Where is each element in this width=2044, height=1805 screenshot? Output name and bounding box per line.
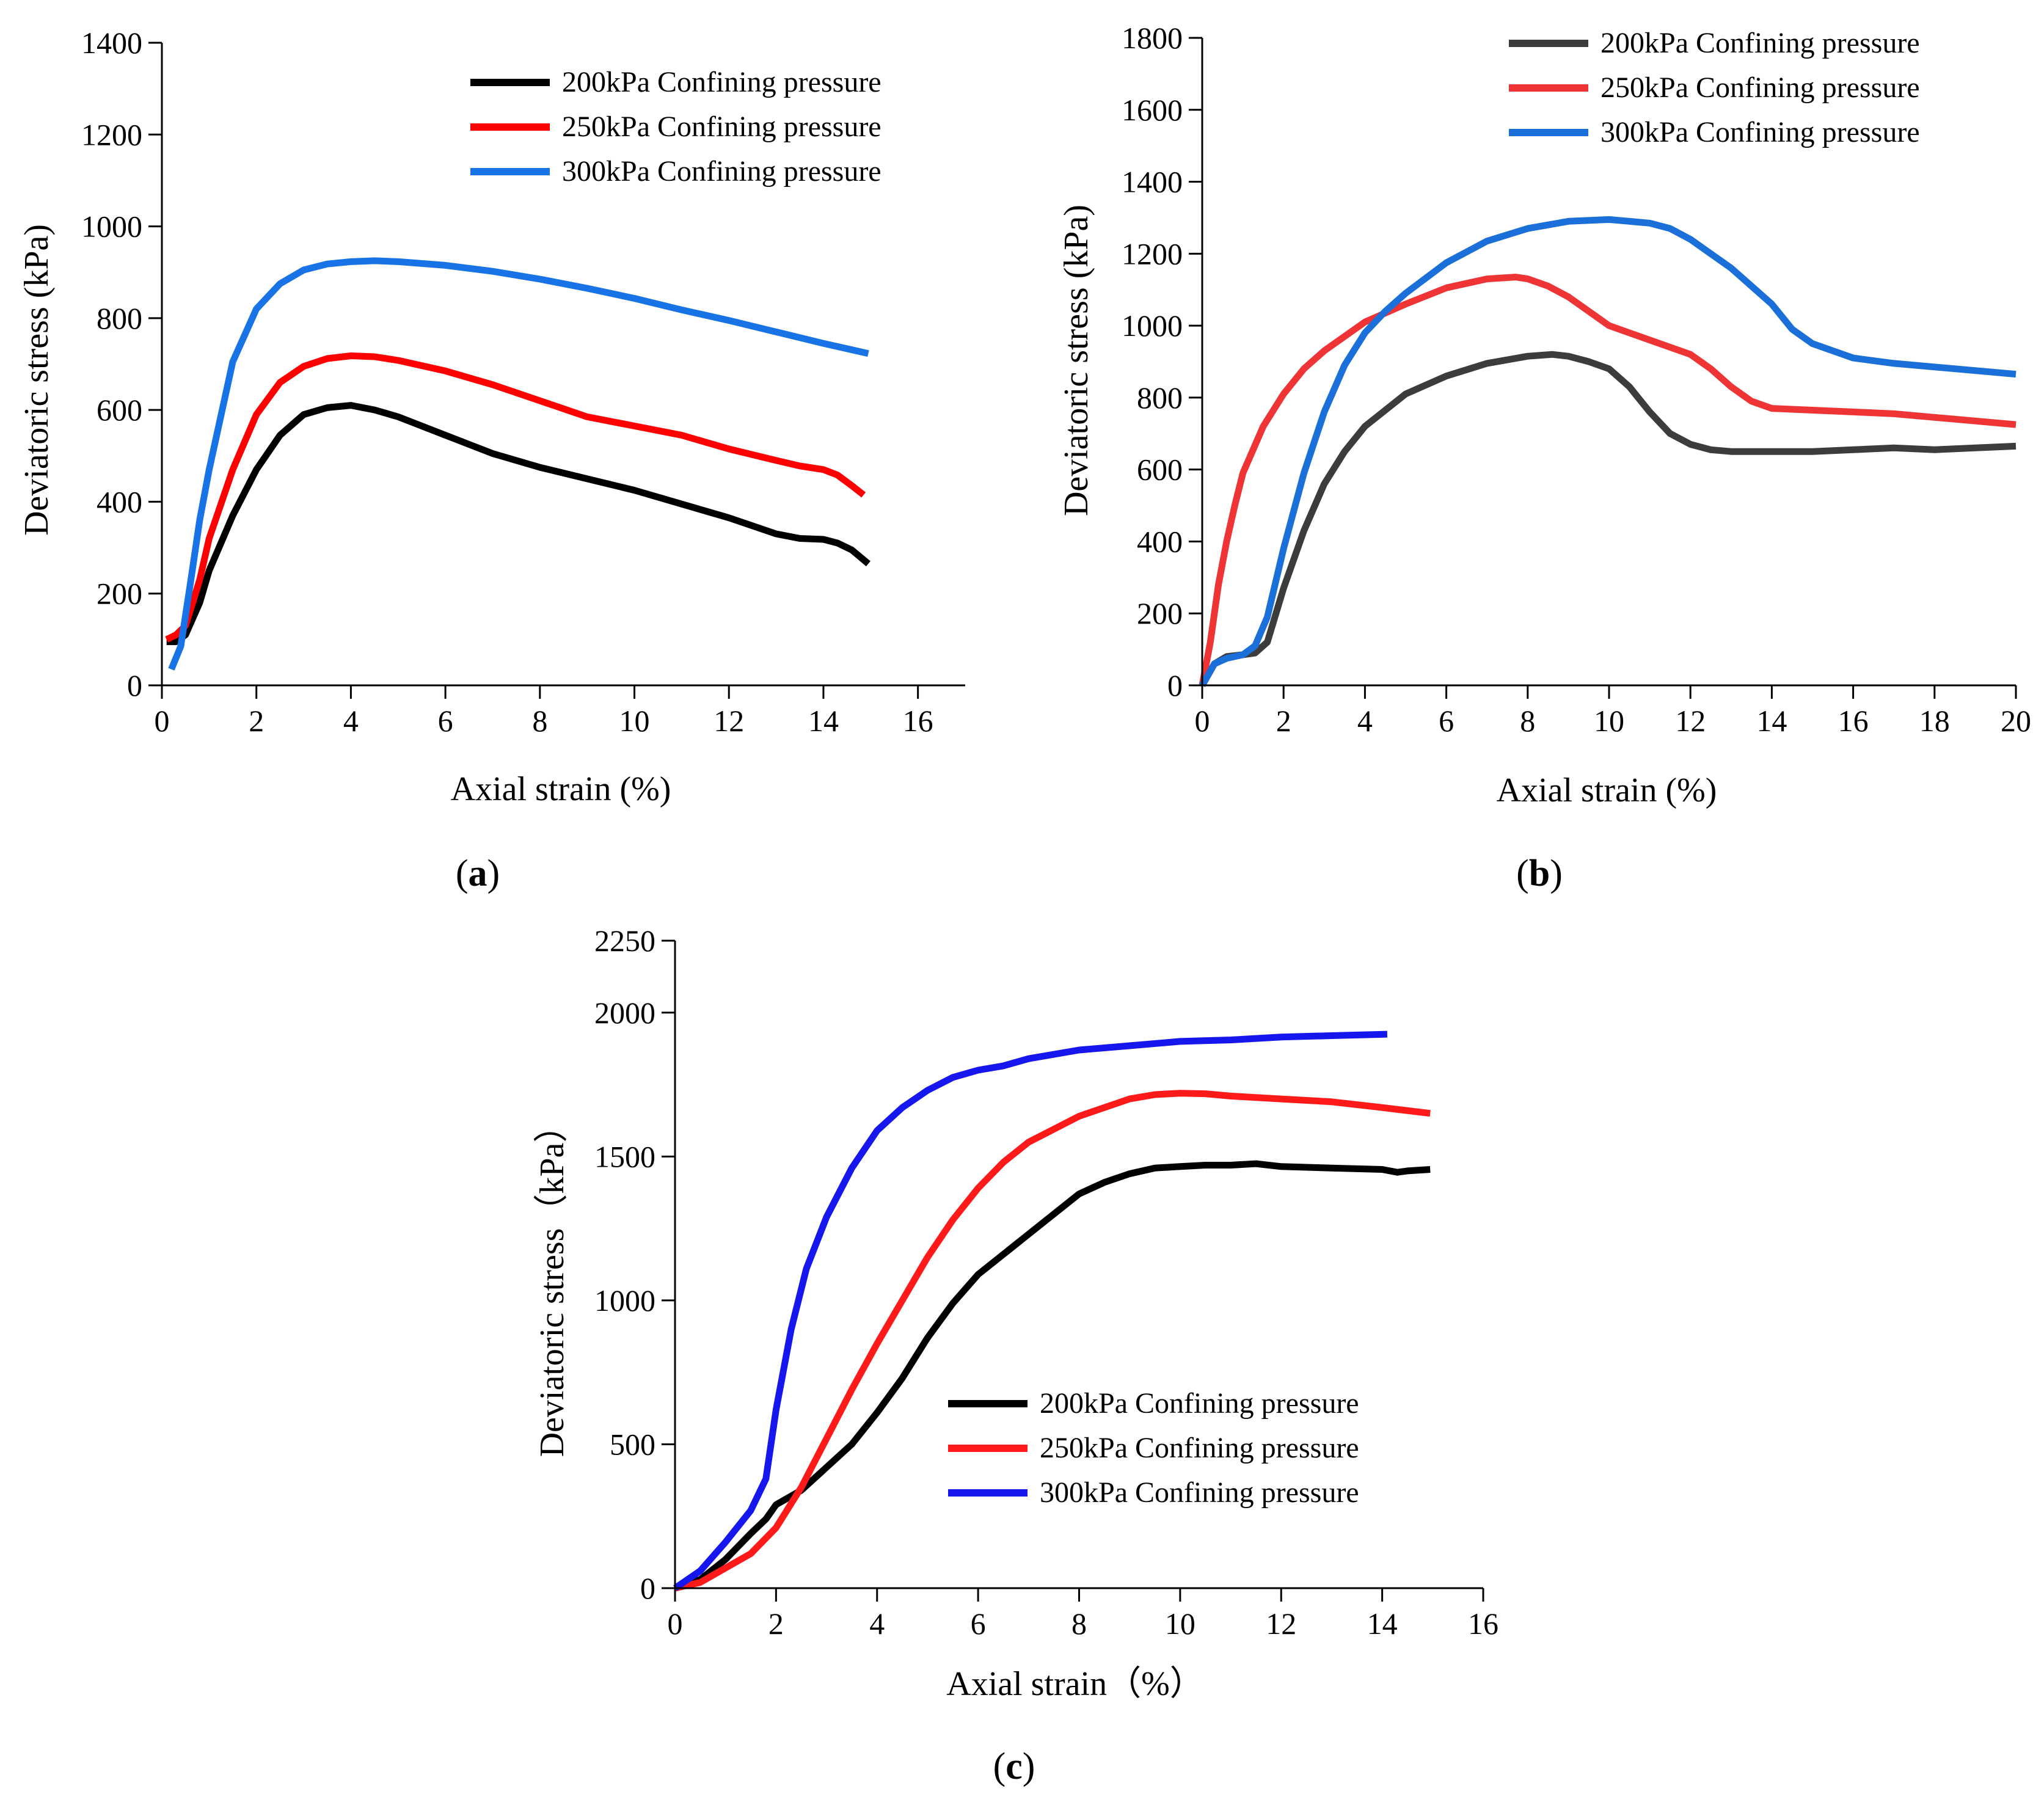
series-line-c-1 (674, 1160, 1431, 1592)
x-tick-label-a-12: 12 (714, 704, 744, 738)
x-tick-label-c-0: 0 (668, 1606, 683, 1641)
y-tick-label-c-1500: 1500 (594, 1139, 655, 1173)
series-line-a-3 (168, 257, 869, 671)
x-tick-label-a-4: 4 (343, 704, 359, 738)
x-tick-label-c-10: 10 (1165, 1606, 1195, 1641)
x-tick-label-b-16: 16 (1838, 704, 1869, 738)
y-tick-label-c-1000: 1000 (594, 1283, 655, 1318)
x-tick-label-a-16: 16 (903, 704, 933, 738)
x-tick-label-c-6: 6 (971, 1606, 986, 1641)
x-tick-label-a-6: 6 (438, 704, 453, 738)
series-line-b-1 (1199, 351, 2017, 687)
x-tick-label-b-12: 12 (1675, 704, 1706, 738)
y-tick-label-a-1000: 1000 (81, 210, 142, 244)
x-axis-title-c: Axial strain（%） (946, 1665, 1203, 1703)
y-tick-label-a-800: 800 (97, 301, 142, 335)
y-tick-label-b-0: 0 (1167, 668, 1183, 702)
x-tick-label-a-14: 14 (808, 704, 839, 738)
x-tick-label-b-8: 8 (1520, 704, 1535, 738)
y-tick-label-b-600: 600 (1137, 453, 1183, 487)
legend-c: 200kPa Confining pressure 250kPa Confinin… (948, 1387, 1359, 1509)
panel-label-b: (b) (1516, 853, 1563, 894)
x-tick-label-b-0: 0 (1195, 704, 1210, 738)
x-axis-title-a: Axial strain (%) (451, 770, 671, 808)
legend-b: 200kPa Confining pressure 250kPa Confinin… (1509, 27, 1920, 148)
chart-panel-a: 0 2 4 6 8 10 12 14 16 0 200 400 600 800 1000 1200 1400 A… (18, 26, 965, 894)
x-tick-label-c-16: 16 (1468, 1606, 1498, 1641)
x-tick-label-b-20: 20 (2001, 704, 2031, 738)
x-tick-label-c-14: 14 (1367, 1606, 1398, 1641)
x-tick-label-c-4: 4 (869, 1606, 885, 1641)
x-tick-label-b-14: 14 (1756, 704, 1787, 738)
y-tick-label-a-600: 600 (97, 393, 142, 427)
x-tick-label-a-0: 0 (155, 704, 170, 738)
panel-label-a: (a) (456, 853, 500, 894)
y-tick-label-b-800: 800 (1137, 381, 1183, 415)
y-tick-label-a-1400: 1400 (81, 26, 142, 60)
x-tick-label-b-6: 6 (1439, 704, 1454, 738)
y-tick-label-a-400: 400 (97, 484, 142, 519)
y-tick-label-a-200: 200 (97, 577, 142, 611)
y-tick-label-b-1600: 1600 (1122, 93, 1183, 127)
y-tick-label-b-1000: 1000 (1122, 308, 1183, 343)
legend-label-c-2: 250kPa Confining pressure (1040, 1432, 1359, 1464)
x-tick-label-c-8: 8 (1071, 1606, 1087, 1641)
series-line-a-1 (166, 402, 871, 646)
legend-label-a-2: 250kPa Confining pressure (562, 111, 881, 143)
panel-label-c: (c) (993, 1746, 1035, 1787)
x-tick-label-a-2: 2 (249, 704, 264, 738)
y-tick-label-c-500: 500 (610, 1427, 655, 1461)
x-axis-title-b: Axial strain (%) (1497, 771, 1717, 809)
legend-label-c-1: 200kPa Confining pressure (1040, 1387, 1359, 1420)
y-tick-label-b-1800: 1800 (1122, 21, 1183, 55)
series-line-b-2 (1199, 274, 2017, 687)
y-tick-label-c-2000: 2000 (594, 996, 655, 1030)
x-tick-label-c-12: 12 (1266, 1606, 1296, 1641)
legend-a: 200kPa Confining pressure 250kPa Confinin… (470, 66, 881, 188)
y-tick-label-b-200: 200 (1137, 596, 1183, 630)
legend-label-b-3: 300kPa Confining pressure (1601, 116, 1920, 148)
x-tick-label-c-2: 2 (768, 1606, 784, 1641)
chart-panel-b: 0 2 4 6 8 10 12 14 16 18 2002004006008001000120014… (1057, 21, 2031, 894)
y-tick-label-c-2250: 2250 (594, 924, 655, 958)
y-axis-title-a: Deviatoric stress (kPa) (18, 224, 56, 536)
y-tick-label-b-400: 400 (1137, 524, 1183, 558)
x-tick-label-a-10: 10 (619, 704, 650, 738)
x-tick-label-b-4: 4 (1357, 704, 1373, 738)
legend-label-a-1: 200kPa Confining pressure (562, 66, 881, 98)
y-tick-label-a-1200: 1200 (81, 117, 142, 151)
y-axis-title-c: Deviatoric stress（kPa） (533, 1109, 571, 1457)
legend-label-b-2: 250kPa Confining pressure (1601, 71, 1920, 104)
x-tick-label-b-10: 10 (1594, 704, 1624, 738)
series-line-c-2 (674, 1090, 1431, 1592)
series-line-c-3 (673, 1030, 1388, 1591)
y-tick-label-c-0: 0 (640, 1571, 655, 1605)
chart-panel-c: 0 2 4 6 8 10 12 14 16 0 500 1000 1500 2000 2250 Axial … (533, 924, 1498, 1787)
y-tick-label-a-0: 0 (127, 668, 142, 702)
y-axis-title-b: Deviatoric stress (kPa) (1057, 205, 1095, 516)
y-tick-label-b-1200: 1200 (1122, 236, 1183, 271)
y-tick-label-b-1400: 1400 (1122, 165, 1183, 199)
legend-label-b-1: 200kPa Confining pressure (1601, 27, 1920, 59)
x-tick-label-b-18: 18 (1919, 704, 1950, 738)
legend-label-a-3: 300kPa Confining pressure (562, 155, 881, 188)
x-tick-label-b-2: 2 (1276, 704, 1291, 738)
series-line-a-2 (165, 352, 866, 643)
x-tick-label-a-8: 8 (532, 704, 547, 738)
series-line-b-3 (1199, 216, 2017, 687)
legend-label-c-3: 300kPa Confining pressure (1040, 1476, 1359, 1509)
